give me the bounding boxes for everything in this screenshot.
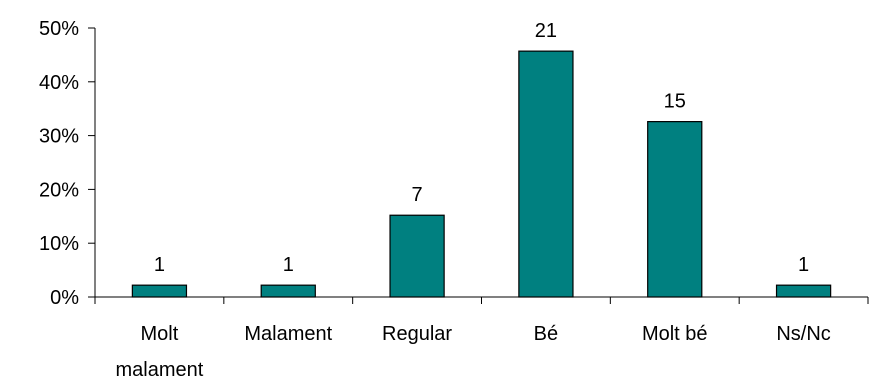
bar bbox=[260, 284, 316, 298]
bars bbox=[131, 50, 832, 298]
x-tick-label: Malament bbox=[244, 323, 332, 345]
data-label: 1 bbox=[798, 254, 809, 276]
y-axis: 0% 10% 20% 30% 40% 50% bbox=[39, 18, 96, 309]
y-tick-label: 10% bbox=[39, 233, 79, 255]
bar bbox=[775, 284, 832, 298]
x-axis: Molt malament Malament Regular Bé Molt bé Ns/N… bbox=[94, 296, 869, 381]
y-tick-label: 40% bbox=[39, 72, 79, 94]
y-tick-label: 0% bbox=[50, 287, 79, 309]
data-label: 7 bbox=[412, 184, 423, 206]
data-labels: 1 1 7 21 15 1 bbox=[154, 20, 809, 276]
x-tick-label: Molt bé bbox=[642, 323, 708, 345]
bar bbox=[647, 121, 703, 298]
bar bbox=[389, 214, 445, 298]
x-tick-label: Regular bbox=[382, 323, 452, 345]
data-label: 15 bbox=[664, 91, 686, 113]
x-tick-label: Ns/Nc bbox=[776, 323, 830, 345]
y-tick-label: 30% bbox=[39, 126, 79, 148]
y-tick-label: 20% bbox=[39, 179, 79, 201]
data-label: 21 bbox=[535, 20, 557, 42]
x-tick-label: malament bbox=[116, 359, 204, 381]
data-label: 1 bbox=[283, 254, 294, 276]
bar bbox=[518, 50, 574, 298]
x-tick-label: Molt bbox=[141, 323, 179, 345]
data-label: 1 bbox=[154, 254, 165, 276]
bar bbox=[131, 284, 188, 298]
x-tick-label: Bé bbox=[534, 323, 558, 345]
y-tick-label: 50% bbox=[39, 18, 79, 40]
